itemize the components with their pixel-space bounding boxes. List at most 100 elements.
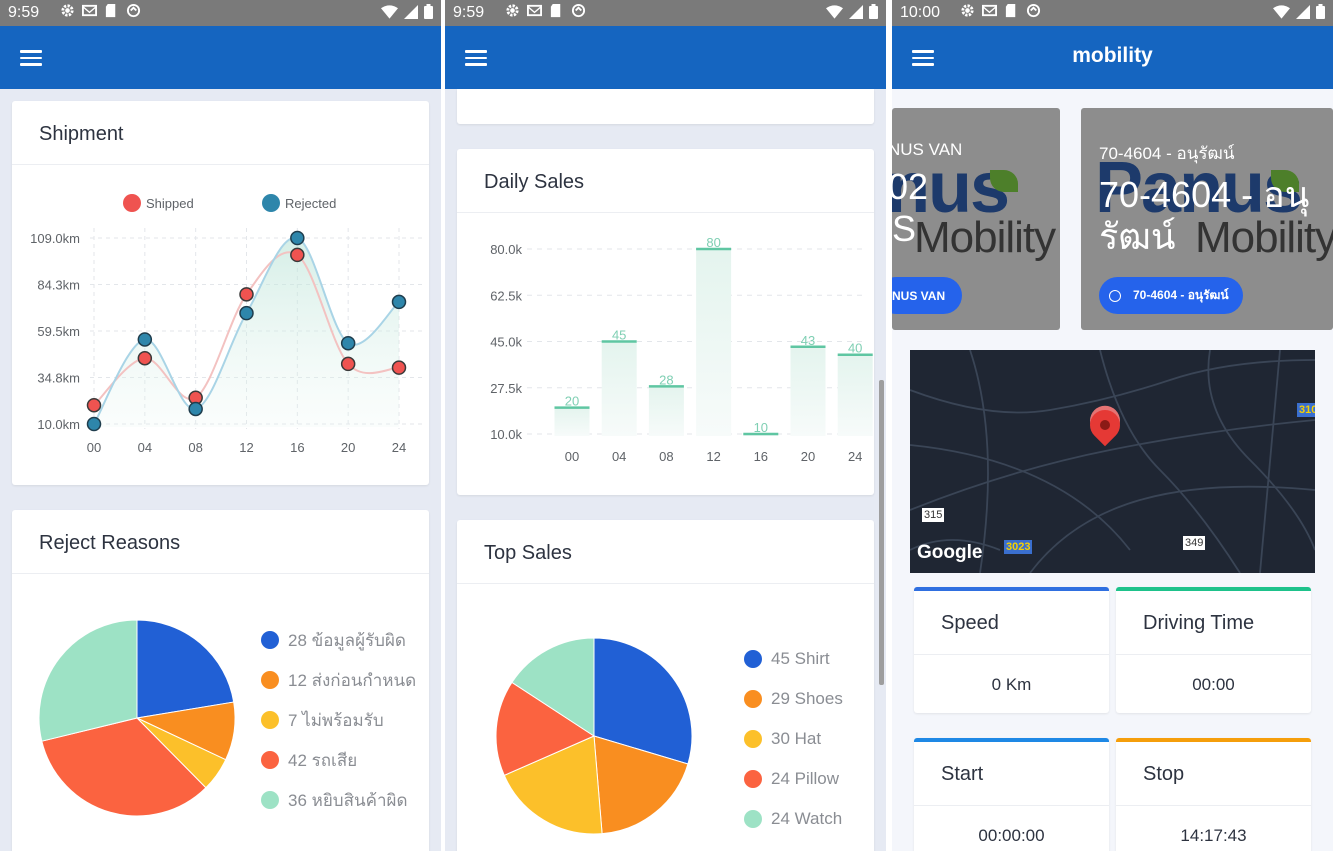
data-point-rejected <box>239 305 254 321</box>
data-point-rejected <box>340 335 356 351</box>
status-icons <box>505 3 586 18</box>
status-bar: 9:59 <box>0 0 441 26</box>
battery-icon <box>869 4 878 24</box>
logo-leaf-icon <box>990 170 1018 192</box>
x-tick-label: 24 <box>848 449 862 464</box>
x-tick-label: 12 <box>706 449 720 464</box>
x-tick-label: 12 <box>239 440 253 455</box>
sd-card-icon <box>104 3 119 18</box>
vehicle-banner[interactable]: Panus Mobility NUS VAN 02 S NUS VAN <box>892 108 1060 330</box>
scrollbar-thumb[interactable] <box>879 380 884 685</box>
y-tick-label: 62.5k <box>490 288 522 303</box>
bar <box>837 354 873 436</box>
card-title: Daily Sales <box>484 171 585 193</box>
legend-label: Shipped <box>146 196 194 211</box>
pie-slice <box>38 619 138 742</box>
signal-icon <box>849 4 863 24</box>
daily-sales-card: Daily Sales 80.0k 62.5k 45.0k 27.5k 10.0k 20 0… <box>457 149 874 495</box>
data-label: 80 <box>706 235 720 250</box>
bar <box>790 346 826 436</box>
x-tick-label: 08 <box>659 449 673 464</box>
pie-slice <box>511 637 595 737</box>
y-tick-label: 84.3km <box>37 278 80 293</box>
road-label: 349 <box>1183 536 1206 550</box>
pie-slice <box>41 717 207 817</box>
menu-icon[interactable] <box>20 50 42 66</box>
legend-label: 12 ส่งก่อนกำหนด <box>288 670 417 690</box>
stat-label: Speed <box>941 612 999 634</box>
data-point-rejected <box>391 294 407 310</box>
divider <box>12 573 429 574</box>
legend-dot <box>261 671 279 689</box>
chip-label: 70-4604 - อนุรัฒน์ <box>1133 288 1229 302</box>
y-tick-label: 109.0km <box>30 231 80 246</box>
y-tick-label: 27.5k <box>490 381 522 396</box>
x-tick-label: 24 <box>392 440 406 455</box>
pie-slice <box>136 619 235 719</box>
data-label: 40 <box>848 341 862 356</box>
pie-slice <box>593 735 689 835</box>
legend-item: 42 รถเสีย <box>261 740 416 780</box>
phone-screen-mobility: 10:00 mobility Panus Mobility NUS VAN 02… <box>892 0 1333 851</box>
divider <box>457 212 874 213</box>
y-tick-label: 10.0k <box>490 427 522 442</box>
divider <box>1116 805 1311 806</box>
map-roads <box>910 350 1315 573</box>
stat-label: Driving Time <box>1143 612 1255 634</box>
status-right-icons <box>381 4 433 24</box>
data-point-shipped <box>340 356 356 372</box>
divider <box>12 164 429 165</box>
menu-icon[interactable] <box>465 50 487 66</box>
gear-icon <box>960 3 975 18</box>
legend-label: 24 Watch <box>771 809 843 828</box>
x-tick-label: 00 <box>565 449 579 464</box>
logo-leaf-icon <box>1271 170 1299 192</box>
x-tick-label: 08 <box>188 440 202 455</box>
data-point-rejected <box>86 416 102 432</box>
data-point-shipped <box>239 287 254 302</box>
legend-label: 36 หยิบสินค้าผิด <box>288 790 408 810</box>
legend-label: 24 Pillow <box>771 769 840 788</box>
status-time: 10:00 <box>900 4 941 21</box>
bar <box>696 249 732 436</box>
vehicle-plate-large: 70-4604 - อนุ <box>1099 174 1310 215</box>
shipment-line-chart: 109.0km 84.3km 59.5km 34.8km 10.0km 00 04 08 12 1… <box>30 194 422 455</box>
status-time: 9:59 <box>8 4 40 21</box>
vehicle-subtitle: NUS VAN <box>892 140 963 159</box>
menu-icon[interactable] <box>912 50 934 66</box>
speed-card: Speed 0 Km <box>914 587 1109 713</box>
pie-slice <box>503 735 603 835</box>
vehicle-banner[interactable]: Panus Mobility 70-4604 - อนุรัฒน์ 70-460… <box>1081 108 1333 330</box>
data-point-rejected <box>137 332 153 347</box>
card-title: Reject Reasons <box>39 532 181 554</box>
x-tick-label: 20 <box>341 440 355 455</box>
shipment-card: Shipment 109.0km 84.3km 59.5km 34.8km 10.0km… <box>12 101 429 485</box>
divider <box>914 805 1109 806</box>
app-title: mobility <box>1072 44 1153 67</box>
reject-reasons-card: Reject Reasons 28 ข้อมูลผู้รับผิด 12 ส่งก… <box>12 510 429 851</box>
phone-screen-shipment: 9:59 Shipment 109.0km 84.3km 59.5km 34.8km 1… <box>0 0 441 851</box>
legend-item: 30 Hat <box>744 719 843 759</box>
sd-card-icon <box>1004 3 1019 18</box>
wifi-icon <box>381 4 398 24</box>
map-view[interactable]: Google 315 3023 349 310 <box>910 350 1315 573</box>
legend-item: 36 หยิบสินค้าผิด <box>261 780 416 820</box>
battery-icon <box>1316 4 1325 24</box>
x-tick-label: 00 <box>87 440 101 455</box>
card-title: Top Sales <box>484 542 572 564</box>
legend-label: 45 Shirt <box>771 649 830 668</box>
vehicle-chip[interactable]: NUS VAN <box>892 277 962 314</box>
vehicle-chip[interactable]: 70-4604 - อนุรัฒน์ <box>1099 277 1243 314</box>
data-label: 28 <box>659 372 673 387</box>
data-label: 10 <box>754 420 768 435</box>
logo-text: Panus <box>892 148 1010 228</box>
app-bar <box>0 26 441 89</box>
status-icons <box>960 3 1041 18</box>
bar <box>601 341 637 436</box>
wifi-icon <box>1273 4 1290 24</box>
signal-icon <box>1296 4 1310 24</box>
stat-value: 00:00 <box>1192 675 1235 694</box>
legend-item: 24 Watch <box>744 799 843 839</box>
bar <box>648 386 684 436</box>
start-card: Start 00:00:00 <box>914 738 1109 851</box>
